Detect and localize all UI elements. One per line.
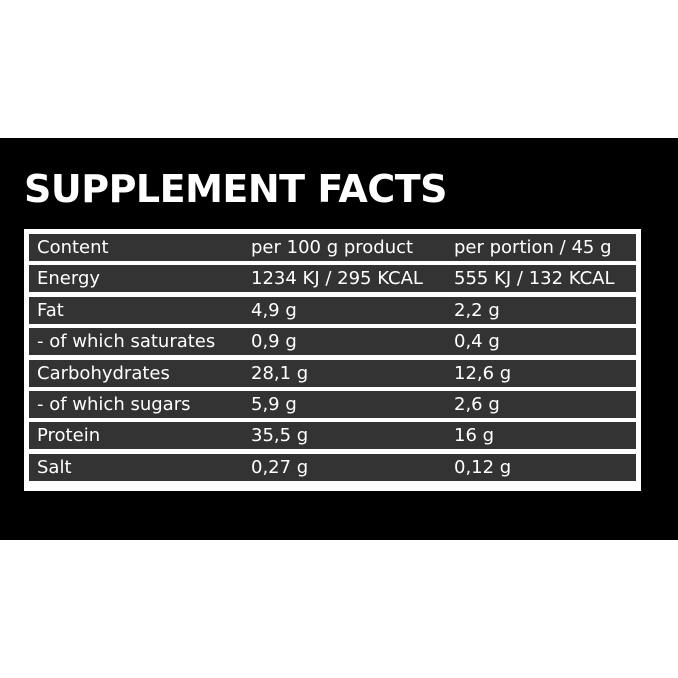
table-cell: 4,9 g <box>251 299 297 321</box>
table-row: Carbohydrates 28,1 g 12,6 g <box>29 359 636 387</box>
table-row: - of which saturates 0,9 g 0,4 g <box>29 328 636 356</box>
table-cell: 0,4 g <box>454 331 500 353</box>
table-row: Fat 4,9 g 2,2 g <box>29 296 636 324</box>
table-row: Protein 35,5 g 16 g <box>29 422 636 450</box>
title: SUPPLEMENT FACTS <box>24 167 448 211</box>
table-cell: 0,9 g <box>251 331 297 353</box>
table-row: Energy 1234 KJ / 295 KCAL 555 KJ / 132 KCA… <box>29 265 636 293</box>
table-cell: - of which saturates <box>37 331 216 353</box>
table-cell: 0,12 g <box>454 456 512 478</box>
table-cell: per portion / 45 g <box>454 237 612 258</box>
table-cell: 28,1 g <box>251 362 309 384</box>
table-cell: 2,2 g <box>454 299 500 321</box>
table-cell: 1234 KJ / 295 KCAL <box>251 268 423 290</box>
table-cell: 16 g <box>454 425 495 447</box>
table-row: Salt 0,27 g 0,12 g <box>29 453 636 481</box>
table-cell: 35,5 g <box>251 425 309 447</box>
table-cell: per 100 g product <box>251 237 414 258</box>
table-cell: - of which sugars <box>37 394 191 415</box>
table-cell: Salt <box>37 456 72 478</box>
table-cell: Content <box>37 237 109 258</box>
table-cell: 5,9 g <box>251 394 297 415</box>
table-cell: Protein <box>37 425 101 447</box>
table-cell: 0,27 g <box>251 456 309 478</box>
table-cell: 2,6 g <box>454 394 500 415</box>
table-row: Content per 100 g product per portion / 45… <box>29 234 636 261</box>
table-cell: Carbohydrates <box>37 362 170 384</box>
facts-table: Content per 100 g product per portion / 45… <box>24 229 641 491</box>
table-cell: 12,6 g <box>454 362 512 384</box>
table-cell: 555 KJ / 132 KCAL <box>454 268 615 290</box>
table-cell: Energy <box>37 268 101 290</box>
table-row: - of which sugars 5,9 g 2,6 g <box>29 391 636 418</box>
table-cell: Fat <box>37 299 64 321</box>
